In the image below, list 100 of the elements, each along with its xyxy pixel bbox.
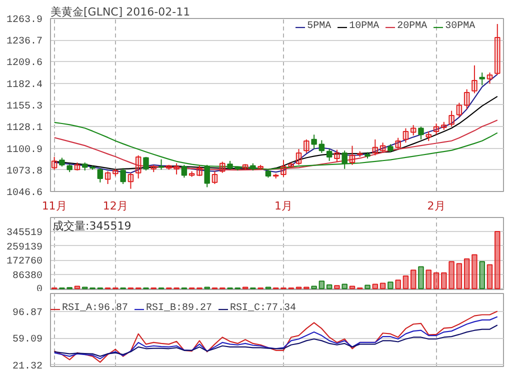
bar — [364, 284, 370, 290]
y-tick-label: 1073.8 — [6, 166, 43, 178]
legend-label: 20PMA — [397, 21, 428, 32]
candlestick — [395, 137, 401, 150]
legend-label: 5PMA — [307, 21, 332, 32]
candlestick — [334, 149, 340, 162]
bar — [311, 286, 317, 290]
candlestick — [456, 102, 462, 118]
x-tick-label: 2月 — [427, 200, 446, 212]
bar — [448, 261, 454, 290]
y-tick-label: 172760 — [6, 256, 43, 268]
candlestick — [220, 161, 226, 174]
candlestick — [472, 64, 478, 94]
candlestick — [104, 170, 111, 185]
chart-title: 美黄金[GLNC] 2016-02-11 — [50, 6, 190, 18]
text: RSI_A:96.87 — [62, 303, 128, 314]
candlestick — [349, 145, 356, 166]
candlestick — [402, 128, 409, 144]
bar — [494, 230, 500, 290]
y-tick-label: 1236.7 — [6, 36, 43, 48]
candlestick — [426, 130, 432, 142]
y-tick-label: 21.32 — [12, 361, 43, 371]
candlestick — [112, 168, 118, 177]
bar — [410, 270, 416, 290]
candlestick — [296, 148, 302, 166]
candlestick — [212, 170, 218, 185]
candlestick — [464, 88, 470, 110]
y-tick-label: 96.87 — [12, 308, 43, 319]
y-tick-label: 1100.9 — [6, 144, 43, 156]
candlestick — [242, 164, 248, 170]
candlestick — [143, 156, 149, 171]
bar — [486, 264, 493, 290]
legend-label: 30PMA — [445, 21, 476, 32]
candlestick — [288, 162, 294, 168]
candlestick — [188, 170, 195, 178]
y-tick-label: 1155.3 — [6, 101, 43, 112]
line-series — [54, 316, 498, 360]
candlestick — [418, 126, 424, 140]
bar — [472, 254, 478, 290]
bar — [334, 285, 340, 290]
bar — [402, 275, 409, 290]
candlestick — [479, 72, 485, 86]
candlestick — [135, 154, 142, 179]
legend-label: RSI_B:89.27 — [146, 303, 212, 314]
candlestick — [166, 164, 172, 170]
chart-title: 成交量:345519 — [52, 220, 132, 232]
y-tick-label: 86380 — [12, 270, 43, 282]
candlestick — [97, 168, 104, 183]
y-tick-label: 1046.6 — [6, 188, 43, 199]
candlestick — [357, 150, 363, 158]
candlestick — [441, 121, 447, 130]
candlestick — [74, 162, 80, 171]
line-series — [54, 310, 498, 363]
candlestick — [326, 148, 332, 162]
bar — [395, 280, 401, 290]
candlestick — [174, 162, 180, 175]
y-tick-label: 59.09 — [12, 334, 43, 346]
candlestick — [304, 138, 310, 154]
x-tick-label: 11月 — [42, 200, 67, 212]
bar — [433, 272, 440, 290]
candlestick — [318, 140, 325, 154]
bar — [456, 263, 462, 290]
y-tick-label: 1263.9 — [6, 15, 43, 26]
y-tick-label: 1182.4 — [6, 80, 43, 91]
y-tick-label: 1209.6 — [6, 58, 43, 70]
candlestick — [372, 138, 378, 156]
candlestick — [311, 134, 317, 150]
bar — [372, 284, 378, 290]
candlestick — [494, 23, 500, 76]
candlestick — [410, 124, 416, 136]
candlestick — [448, 110, 454, 128]
y-tick-label: 345519 — [6, 228, 43, 239]
line-series — [54, 324, 498, 357]
candlestick — [51, 156, 58, 170]
legend-label: 10PMA — [349, 21, 380, 32]
bar — [479, 261, 485, 290]
candlestick — [150, 164, 156, 173]
y-tick-label: 1128.1 — [6, 123, 43, 134]
candlestick — [280, 160, 286, 178]
candlestick — [120, 168, 126, 185]
candlestick — [380, 142, 386, 153]
bar — [380, 282, 386, 290]
candlestick — [158, 158, 164, 170]
x-tick-label: 12月 — [102, 200, 128, 212]
bar — [441, 272, 447, 290]
x-tick-label: 1月 — [274, 200, 292, 212]
candlestick — [196, 165, 202, 177]
bar — [426, 270, 432, 290]
bar — [418, 266, 424, 290]
candlestick — [128, 172, 134, 190]
bar — [342, 284, 348, 290]
candlestick — [486, 72, 493, 84]
candlestick — [258, 164, 264, 170]
y-tick-label: 259139 — [6, 242, 43, 254]
bar — [326, 284, 332, 290]
bar — [388, 282, 394, 290]
bar — [318, 280, 325, 290]
legend-label: RSI_C:77.34 — [230, 303, 296, 314]
candlestick — [433, 123, 440, 136]
bar — [464, 258, 470, 290]
